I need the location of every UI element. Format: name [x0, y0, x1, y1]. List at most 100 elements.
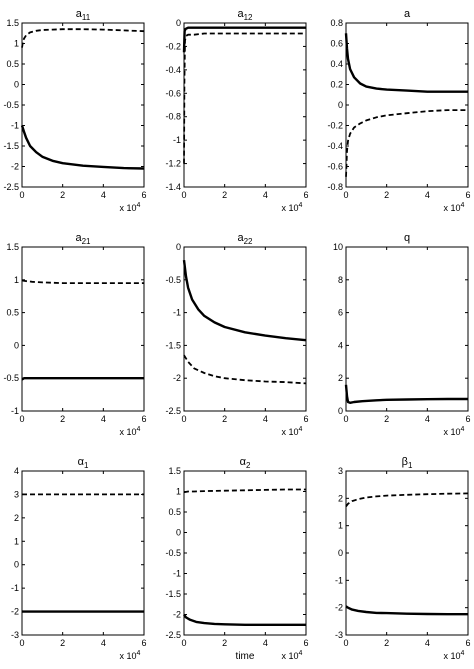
- x-tick-label: 0: [19, 638, 24, 648]
- x-multiplier-exponent: 4: [461, 650, 465, 657]
- chart-title: q: [404, 232, 410, 244]
- y-tick-label: 0: [338, 100, 343, 110]
- y-tick-label: 1: [176, 487, 181, 497]
- y-tick-label: 0.6: [330, 39, 343, 49]
- y-tick-label: 1: [14, 275, 19, 285]
- x-multiplier-base: x 10: [444, 203, 461, 213]
- y-tick-label: -1: [173, 569, 181, 579]
- x-tick-label: 2: [384, 414, 389, 424]
- x-tick-label: 4: [101, 190, 106, 200]
- chart-title: a22: [237, 232, 253, 246]
- chart-title-main: a: [76, 8, 83, 20]
- x-tick-label: 2: [222, 414, 227, 424]
- chart-title-main: β: [402, 456, 408, 468]
- y-tick-label: 0: [14, 340, 19, 350]
- x-multiplier-label: x 104: [444, 202, 465, 213]
- y-tick-label: 1.5: [6, 242, 19, 252]
- x-multiplier-base: x 10: [444, 427, 461, 437]
- series-line-solid: [20, 125, 145, 170]
- y-tick-label: -0.2: [327, 121, 343, 131]
- x-tick-label: 6: [465, 638, 470, 648]
- y-tick-label: 1: [14, 39, 19, 49]
- y-tick-label: 3: [338, 466, 343, 476]
- x-multiplier-base: x 10: [282, 427, 299, 437]
- x-multiplier-label: x 104: [282, 426, 303, 437]
- x-tick-label: 4: [263, 414, 268, 424]
- y-tick-label: 0: [338, 548, 343, 558]
- y-tick-label: -2: [11, 162, 19, 172]
- y-tick-label: -0.5: [165, 548, 181, 558]
- plot-frame: [345, 470, 469, 636]
- plot-frame: [21, 246, 145, 412]
- y-tick-label: 4: [338, 340, 343, 350]
- x-multiplier-exponent: 4: [461, 426, 465, 433]
- plot-frame: [21, 22, 145, 188]
- y-tick-label: -2: [173, 373, 181, 383]
- plot-frame: [183, 246, 307, 412]
- x-multiplier-base: x 10: [282, 651, 299, 661]
- chart-title-main: α: [78, 456, 85, 468]
- chart-title-subscript: 21: [82, 237, 91, 246]
- y-tick-label: -0.5: [3, 100, 19, 110]
- series-line-solid: [182, 26, 306, 53]
- y-tick-label: -0.5: [3, 373, 19, 383]
- y-tick-label: -0.6: [327, 162, 343, 172]
- x-multiplier-exponent: 4: [461, 202, 465, 209]
- y-tick-label: 2: [14, 513, 19, 523]
- chart-title: α2: [240, 456, 251, 470]
- plot-frame: [21, 470, 145, 636]
- x-multiplier-exponent: 4: [299, 426, 303, 433]
- series-line-dashed: [183, 354, 307, 385]
- x-tick-label: 0: [181, 190, 186, 200]
- chart-title-main: a: [237, 232, 244, 244]
- y-tick-label: -2.5: [165, 630, 181, 640]
- y-tick-label: 0: [176, 18, 181, 28]
- x-tick-label: 6: [303, 190, 308, 200]
- chart-title: a: [404, 8, 411, 20]
- series-line-dashed: [183, 488, 306, 494]
- series-line-solid: [344, 384, 468, 404]
- x-tick-label: 4: [263, 638, 268, 648]
- x-multiplier-label: x 104: [282, 202, 303, 213]
- y-tick-label: 0: [14, 560, 19, 570]
- y-tick-label: 4: [14, 466, 19, 476]
- x-multiplier-base: x 10: [444, 651, 461, 661]
- y-tick-label: 10: [333, 242, 343, 252]
- x-tick-label: 0: [181, 638, 186, 648]
- chart-title-subscript: 11: [82, 13, 91, 22]
- x-multiplier-exponent: 4: [137, 202, 141, 209]
- y-tick-label: -0.4: [327, 141, 343, 151]
- y-tick-label: -2: [173, 610, 181, 620]
- x-tick-label: 6: [465, 414, 470, 424]
- x-multiplier-exponent: 4: [137, 426, 141, 433]
- x-tick-label: 4: [425, 414, 430, 424]
- plot-frame: [345, 246, 469, 412]
- y-tick-label: -0.2: [165, 41, 181, 51]
- x-tick-label: 4: [425, 190, 430, 200]
- y-tick-label: -0.4: [165, 65, 181, 75]
- chart-title-subscript: 12: [244, 13, 253, 22]
- x-multiplier-exponent: 4: [299, 650, 303, 657]
- y-tick-label: -1: [11, 406, 19, 416]
- y-tick-label: -1: [173, 308, 181, 318]
- series-line-dashed: [345, 109, 468, 177]
- chart-title-main: q: [404, 232, 410, 244]
- chart-title: α1: [78, 456, 89, 470]
- y-tick-label: -1: [335, 575, 343, 585]
- y-tick-label: 0: [176, 242, 181, 252]
- chart-title: β1: [402, 456, 413, 470]
- y-tick-label: -0.8: [165, 112, 181, 122]
- chart-title-main: α: [240, 456, 247, 468]
- plot-frame: [345, 22, 469, 188]
- y-tick-label: 0: [338, 406, 343, 416]
- y-tick-label: 2: [338, 373, 343, 383]
- chart-title-main: a: [404, 8, 411, 20]
- series-line-solid: [183, 613, 306, 626]
- x-tick-label: 4: [101, 414, 106, 424]
